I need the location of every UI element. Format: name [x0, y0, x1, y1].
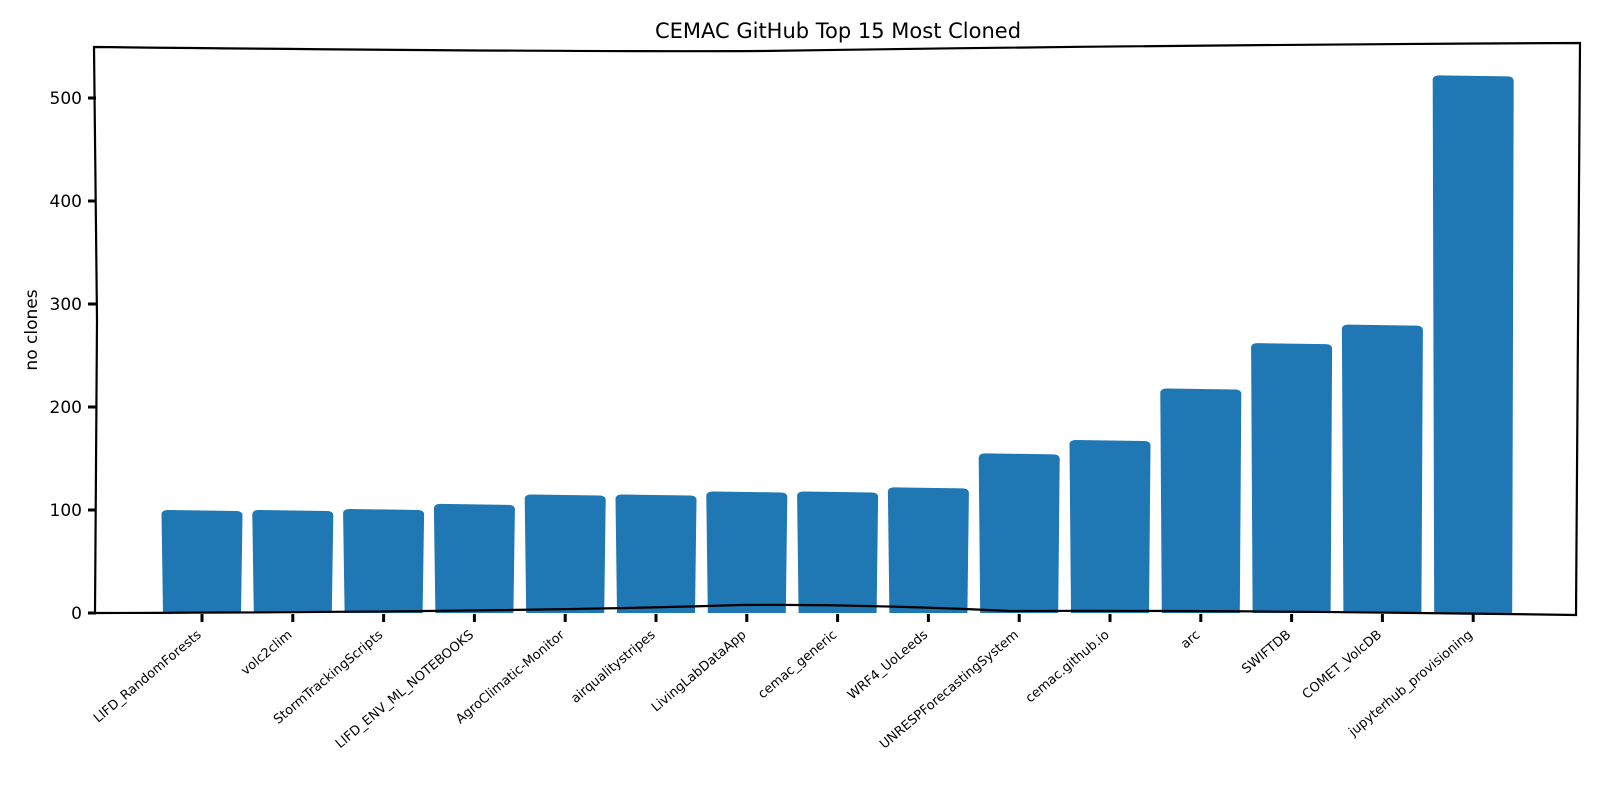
x-tick-label: cemac_generic — [755, 628, 840, 702]
bar-cemac_generic — [797, 491, 879, 613]
plot-frame — [92, 41, 1582, 617]
y-axis-label: no clones — [22, 289, 42, 370]
bar-volc2clim — [252, 510, 334, 613]
x-tick-label: LIFD_RandomForests — [91, 627, 205, 726]
bar-airqualitystripes — [615, 494, 697, 613]
y-axis: 0 100 200 300 400 500 — [50, 89, 96, 624]
x-tick-label: airqualitystripes — [568, 627, 658, 706]
x-tick-label: volc2clim — [238, 628, 295, 679]
bar-StormTrackingScripts — [343, 508, 425, 613]
x-tick-label: COMET_VolcDB — [1300, 628, 1385, 703]
bar-LivingLabDataApp — [706, 491, 788, 613]
y-tick-label: 200 — [50, 398, 82, 418]
bar-COMET_VolcDB — [1341, 324, 1423, 613]
x-tick-label: SWIFTDB — [1239, 628, 1294, 677]
x-axis: LIFD_RandomForests volc2climStormTracking… — [91, 614, 1476, 752]
y-tick-label: 300 — [50, 295, 82, 315]
y-tick-label: 100 — [50, 501, 82, 521]
bar-arc — [1160, 388, 1242, 613]
x-tick-label: arc — [1178, 628, 1203, 652]
bar-jupyterhub_provisioning — [1432, 75, 1514, 614]
chart-title: CEMAC GitHub Top 15 Most Cloned — [655, 19, 1021, 43]
x-tick-label: WRF4_UoLeeds — [845, 627, 931, 703]
bar-LIFD_ENV_ML_NOTEBOOKS — [433, 503, 515, 613]
y-tick-label: 400 — [50, 192, 82, 212]
y-tick-label: 0 — [71, 604, 82, 624]
bar-UNRESPForecastingSystem — [978, 453, 1060, 613]
x-tick-label: LivingLabDataApp — [649, 628, 749, 716]
x-tick-label: cemac.github.io — [1023, 628, 1113, 707]
bar-AgroClimatic-Monitor — [524, 494, 606, 613]
bar-cemac.github.io — [1069, 439, 1151, 613]
bar-SWIFTDB — [1251, 343, 1333, 613]
y-tick-label: 500 — [50, 89, 82, 109]
bar-LIFD_RandomForests — [161, 510, 243, 613]
bar-WRF4_UoLeeds — [887, 487, 969, 613]
bars — [161, 75, 1514, 614]
